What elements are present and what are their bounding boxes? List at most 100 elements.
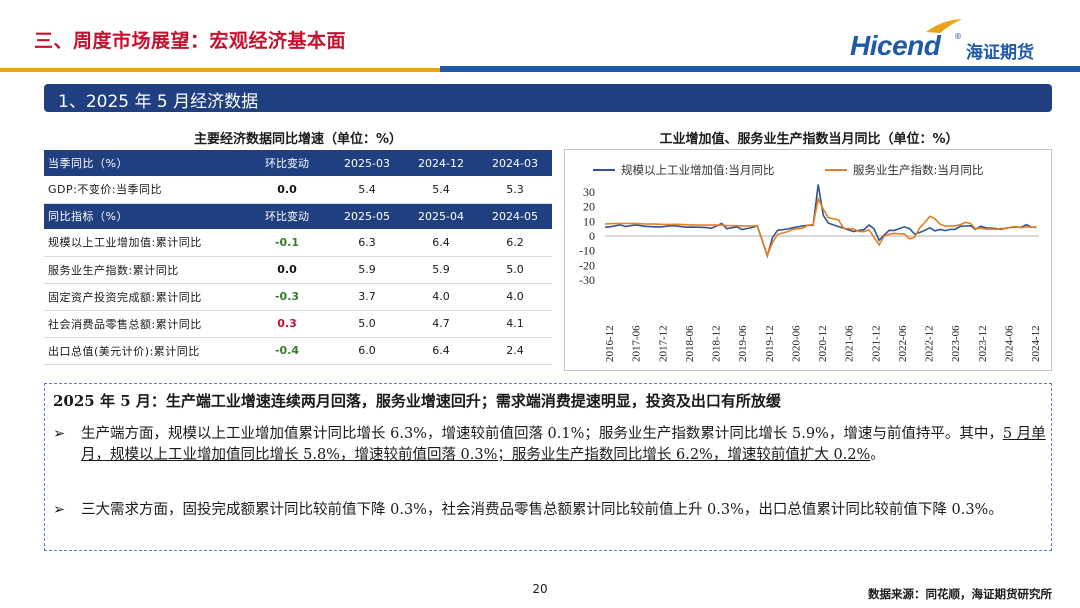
row-value: 6.2 [478, 229, 552, 257]
row-value: 6.0 [330, 337, 404, 365]
economic-data-table: 当季同比（%） 环比变动 2025-03 2024-12 2024-03 GDP… [44, 150, 552, 365]
x-tick-label: 2020-06 [790, 325, 802, 362]
x-tick-label: 2022-06 [897, 325, 909, 362]
x-tick-label: 2023-06 [950, 325, 962, 362]
x-tick-label: 2024-06 [1003, 325, 1015, 362]
arrow-bullet-icon: ➢ [53, 426, 66, 442]
logo-text-cn: 海证期货 [966, 43, 1034, 63]
row-value: 6.3 [330, 229, 404, 257]
x-tick-label: 2019-12 [764, 325, 776, 362]
y-tick-label: -30 [579, 273, 595, 287]
line-chart: 规模以上工业增加值:当月同比 服务业生产指数:当月同比 30 20 10 0 -10 -20-… [564, 149, 1052, 371]
x-tick-label: 2019-06 [737, 325, 749, 362]
row-label: 社会消费品零售总额:累计同比 [44, 310, 244, 338]
row-value: 6.4 [404, 337, 478, 365]
row-label: 固定资产投资完成额:累计同比 [44, 283, 244, 311]
legend-label: 规模以上工业增加值:当月同比 [621, 163, 774, 177]
logo-text-en: Hicend [850, 30, 941, 61]
bullet-text-part: 生产端方面，规模以上工业增加值累计同比增长 6.3%，增速较前值回落 0.1%；… [81, 426, 1003, 442]
row-value: 4.0 [478, 283, 552, 311]
chart-canvas: 规模以上工业增加值:当月同比 服务业生产指数:当月同比 3020100-10-20-… [579, 163, 1042, 362]
row-change: -0.4 [244, 337, 330, 365]
header-divider-blue [440, 66, 1080, 72]
table-row: 规模以上工业增加值:累计同比 -0.1 6.3 6.4 6.2 [44, 229, 552, 257]
y-tick-label: 0 [589, 229, 595, 243]
series-line-1 [604, 184, 1037, 259]
x-tick-label: 2018-06 [684, 325, 696, 362]
table-header-cell: 2025-05 [330, 203, 404, 229]
row-label: 规模以上工业增加值:累计同比 [44, 229, 244, 257]
x-tick-label: 2020-12 [817, 325, 829, 362]
table-header-cell: 2024-05 [478, 203, 552, 229]
x-tick-label: 2017-12 [657, 325, 669, 362]
row-label: 服务业生产指数:累计同比 [44, 256, 244, 284]
row-value: 4.1 [478, 310, 552, 338]
table-row: GDP:不变价:当季同比 0.0 5.4 5.4 5.3 [44, 176, 552, 204]
x-tick-label: 2017-06 [631, 325, 643, 362]
table-title: 主要经济数据同比增速（单位：%） [193, 132, 403, 147]
row-change: -0.3 [244, 283, 330, 311]
table-header-cell: 2024-03 [478, 150, 552, 176]
table-header-cell: 环比变动 [244, 203, 330, 229]
y-tick-label: 20 [583, 200, 595, 214]
table-row: 服务业生产指数:累计同比 0.0 5.9 5.9 5.0 [44, 256, 552, 284]
company-logo: Hicend ® 海证期货 [850, 18, 1060, 66]
table-header-cell: 2025-03 [330, 150, 404, 176]
row-value: 5.0 [330, 310, 404, 338]
arrow-bullet-icon: ➢ [53, 502, 66, 518]
table-row: 出口总值(美元计价):累计同比 -0.4 6.0 6.4 2.4 [44, 337, 552, 365]
row-value: 2.4 [478, 337, 552, 365]
row-value: 6.4 [404, 229, 478, 257]
table-header-cell: 2024-12 [404, 150, 478, 176]
table-header-cell: 当季同比（%） [44, 150, 244, 176]
section-title: 1、2025 年 5 月经济数据 [58, 92, 259, 112]
table-header-row-quarterly: 当季同比（%） 环比变动 2025-03 2024-12 2024-03 [44, 150, 552, 176]
x-tick-label: 2023-12 [977, 325, 989, 362]
row-value: 5.9 [330, 256, 404, 284]
chart-title: 工业增加值、服务业生产指数当月同比（单位：%） [659, 132, 959, 147]
table-row: 固定资产投资完成额:累计同比 -0.3 3.7 4.0 4.0 [44, 283, 552, 311]
row-change: 0.3 [244, 310, 330, 338]
table-header-cell: 环比变动 [244, 150, 330, 176]
row-value: 5.4 [404, 176, 478, 204]
row-value: 5.3 [478, 176, 552, 204]
bullet-text: 生产端方面，规模以上工业增加值累计同比增长 6.3%，增速较前值回落 0.1%；… [81, 424, 1046, 466]
row-change: 0.0 [244, 256, 330, 284]
table-row: 社会消费品零售总额:累计同比 0.3 5.0 4.7 4.1 [44, 310, 552, 338]
x-tick-label: 2022-12 [924, 325, 936, 362]
x-tick-label: 2016-12 [604, 325, 616, 362]
bullet-text-underlined: 5 月单月，规模以上工业增加值同比增长 5.8%，增速较前值回落 0.3%；服务… [81, 426, 1046, 463]
y-tick-label: 10 [583, 214, 595, 228]
bullet-text-end: 。 [870, 447, 885, 463]
page-number: 20 [532, 582, 548, 596]
table-header-row-yoy: 同比指标（%） 环比变动 2025-05 2025-04 2024-05 [44, 203, 552, 229]
logo-registered-mark: ® [954, 32, 962, 41]
series-line-2 [604, 196, 1037, 258]
table-header-cell: 2025-04 [404, 203, 478, 229]
summary-headline: 2025 年 5 月：生产端工业增速连续两月回落，服务业增速回升；需求端消费提速… [53, 392, 781, 410]
page-title: 三、周度市场展望：宏观经济基本面 [34, 30, 347, 52]
summary-box: 2025 年 5 月：生产端工业增速连续两月回落，服务业增速回升；需求端消费提速… [44, 383, 1052, 551]
y-tick-label: 30 [583, 185, 595, 199]
row-value: 4.7 [404, 310, 478, 338]
data-source: 数据来源：同花顺，海证期货研究所 [868, 587, 1052, 601]
x-tick-label: 2021-12 [870, 325, 882, 362]
x-tick-label: 2024-12 [1030, 325, 1042, 362]
row-label: 出口总值(美元计价):累计同比 [44, 337, 244, 365]
x-tick-label: 2021-06 [844, 325, 856, 362]
x-tick-label: 2018-12 [711, 325, 723, 362]
row-value: 5.4 [330, 176, 404, 204]
row-label: GDP:不变价:当季同比 [44, 176, 244, 204]
bullet-text: 三大需求方面，固投完成额累计同比较前值下降 0.3%，社会消费品零售总额累计同比… [81, 502, 1003, 518]
logo-wing-icon [926, 19, 962, 33]
row-change: -0.1 [244, 229, 330, 257]
row-value: 3.7 [330, 283, 404, 311]
row-value: 4.0 [404, 283, 478, 311]
y-tick-label: -20 [579, 258, 595, 272]
y-tick-label: -10 [579, 244, 595, 258]
row-value: 5.9 [404, 256, 478, 284]
section-header-bar: 1、2025 年 5 月经济数据 [44, 84, 1052, 112]
row-value: 5.0 [478, 256, 552, 284]
legend-label: 服务业生产指数:当月同比 [853, 163, 983, 177]
row-change: 0.0 [244, 176, 330, 204]
